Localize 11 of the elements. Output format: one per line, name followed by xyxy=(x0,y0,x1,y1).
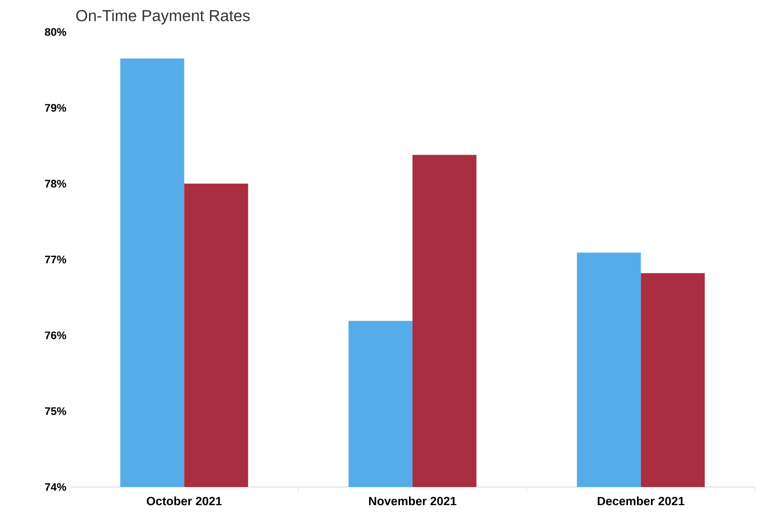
y-tick-label: 76% xyxy=(45,331,66,340)
y-tick-label: 77% xyxy=(45,256,66,264)
x-tick-label: December 2021 xyxy=(598,496,684,506)
x-tick-label: November 2021 xyxy=(369,496,456,506)
y-tick-label: 79% xyxy=(45,104,66,112)
y-tick-label: 75% xyxy=(45,407,66,416)
y-tick-label: 78% xyxy=(45,180,66,188)
x-tick-label: October 2021 xyxy=(146,496,222,506)
chart-title: On-Time Payment Rates xyxy=(76,10,250,24)
y-tick-label: 80% xyxy=(44,28,66,36)
y-tick-label: 74% xyxy=(45,483,66,491)
